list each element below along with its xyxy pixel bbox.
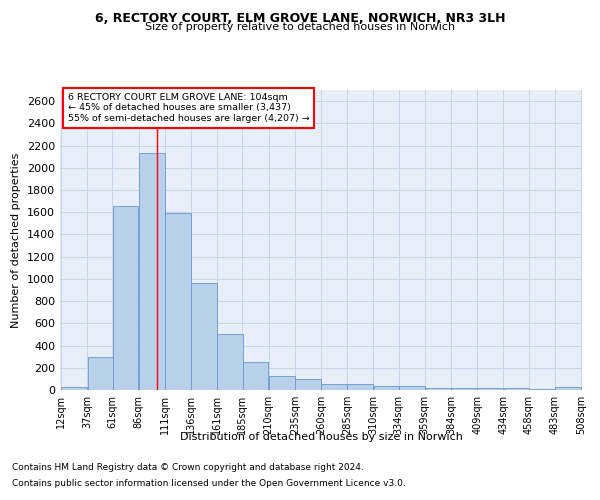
- Text: 6, RECTORY COURT, ELM GROVE LANE, NORWICH, NR3 3LH: 6, RECTORY COURT, ELM GROVE LANE, NORWIC…: [95, 12, 505, 26]
- Bar: [61, 387, 87, 390]
- Bar: [321, 384, 347, 390]
- Bar: [191, 284, 217, 390]
- Bar: [425, 388, 451, 390]
- Bar: [478, 388, 503, 390]
- Text: Contains public sector information licensed under the Open Government Licence v3: Contains public sector information licen…: [12, 478, 406, 488]
- Bar: [139, 154, 164, 390]
- Bar: [555, 387, 581, 390]
- Bar: [113, 206, 139, 390]
- Bar: [88, 356, 113, 390]
- Text: 6 RECTORY COURT ELM GROVE LANE: 104sqm
← 45% of detached houses are smaller (3,4: 6 RECTORY COURT ELM GROVE LANE: 104sqm ←…: [68, 93, 310, 123]
- Bar: [217, 334, 243, 390]
- Bar: [451, 388, 477, 390]
- Bar: [165, 214, 191, 390]
- Bar: [399, 386, 425, 390]
- Text: Size of property relative to detached houses in Norwich: Size of property relative to detached ho…: [145, 22, 455, 32]
- Bar: [242, 362, 268, 390]
- Text: Distribution of detached houses by size in Norwich: Distribution of detached houses by size …: [179, 432, 463, 442]
- Bar: [347, 384, 373, 390]
- Bar: [269, 376, 295, 390]
- Bar: [503, 388, 529, 390]
- Y-axis label: Number of detached properties: Number of detached properties: [11, 152, 22, 328]
- Text: Contains HM Land Registry data © Crown copyright and database right 2024.: Contains HM Land Registry data © Crown c…: [12, 464, 364, 472]
- Bar: [295, 379, 321, 390]
- Bar: [374, 386, 400, 390]
